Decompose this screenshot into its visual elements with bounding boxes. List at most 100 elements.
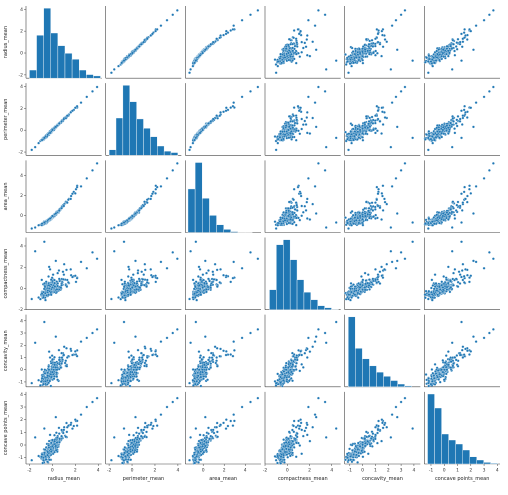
scatter-point — [440, 217, 443, 221]
scatter-point — [188, 148, 191, 152]
y-tick-label: 0 — [20, 213, 23, 219]
scatter-point — [453, 127, 456, 131]
scatter-point — [385, 40, 389, 44]
scatter-point — [199, 293, 203, 297]
panel-radius-mean-vs-area-mean — [185, 6, 261, 79]
y-tick-label: -2 — [19, 72, 24, 78]
scatter-point — [349, 287, 352, 291]
scatter-point — [305, 116, 309, 119]
scatter-point — [383, 34, 386, 37]
scatter-point — [196, 289, 200, 292]
scatter-point — [127, 267, 131, 271]
scatter-point — [222, 273, 225, 277]
scatter-point — [352, 138, 356, 142]
scatter-point — [120, 292, 124, 296]
scatter-point — [353, 293, 357, 297]
scatter-point — [357, 136, 361, 140]
scatter-point — [129, 293, 133, 297]
scatter-point — [301, 123, 305, 127]
scatter-point — [376, 109, 380, 113]
scatter-point — [394, 95, 398, 99]
panel-area-mean-vs-concave-points-mean — [423, 160, 500, 233]
scatter-point — [353, 52, 357, 56]
scatter-point — [62, 204, 66, 208]
scatter-point — [206, 285, 210, 289]
scatter-point — [194, 59, 198, 63]
scatter-point — [207, 45, 210, 48]
scatter-point — [273, 58, 277, 61]
scatter-point — [276, 137, 280, 141]
scatter-point — [429, 137, 433, 141]
scatter-point — [308, 54, 312, 58]
scatter-point — [191, 141, 195, 145]
scatter-point — [432, 61, 436, 65]
scatter-point — [435, 133, 439, 137]
scatter-point — [383, 267, 386, 271]
scatter-point — [347, 132, 351, 136]
scatter-point — [274, 148, 278, 152]
scatter-point — [293, 44, 297, 48]
scatter-point — [468, 187, 471, 191]
scatter-point — [198, 267, 202, 271]
scatter-point — [458, 204, 462, 208]
scatter-point — [56, 281, 60, 285]
scatter-point — [378, 42, 382, 46]
histogram-bar — [143, 128, 151, 156]
scatter-point — [373, 207, 377, 211]
scatter-point — [354, 126, 358, 130]
scatter-point — [357, 58, 361, 62]
scatter-point — [198, 131, 202, 135]
scatter-point — [37, 141, 40, 145]
scatter-point — [491, 8, 495, 12]
panel-compactness-mean-vs-compactness-mean — [264, 237, 341, 310]
scatter-point — [219, 110, 222, 114]
scatter-point — [120, 61, 124, 65]
scatter-point — [364, 218, 368, 222]
scatter-point — [434, 59, 438, 62]
scatter-point — [133, 281, 136, 285]
scatter-point — [154, 280, 158, 284]
scatter-point — [367, 52, 371, 56]
scatter-point — [188, 71, 191, 75]
scatter-point — [361, 50, 364, 54]
scatter-point — [193, 295, 197, 299]
scatter-point — [381, 45, 385, 49]
scatter-point — [189, 145, 192, 149]
scatter-point — [367, 122, 370, 126]
scatter-point — [304, 209, 308, 212]
scatter-point — [311, 40, 315, 44]
scatter-point — [44, 298, 47, 302]
scatter-point — [289, 120, 292, 123]
scatter-point — [284, 124, 288, 128]
scatter-point — [364, 37, 368, 41]
scatter-point — [289, 131, 292, 135]
scatter-point — [361, 283, 364, 287]
scatter-point — [374, 114, 377, 118]
scatter-point — [435, 213, 439, 217]
scatter-point — [224, 109, 228, 113]
scatter-point — [303, 204, 307, 208]
scatter-point — [324, 226, 328, 229]
scatter-point — [151, 32, 154, 36]
scatter-point — [126, 275, 130, 278]
scatter-point — [431, 141, 435, 145]
scatter-point — [376, 275, 380, 279]
scatter-point — [57, 277, 61, 281]
scatter-point — [454, 45, 458, 48]
scatter-point — [48, 131, 52, 135]
scatter-point — [380, 54, 383, 58]
scatter-point — [95, 257, 99, 261]
scatter-point — [295, 52, 298, 56]
scatter-point — [145, 281, 149, 284]
scatter-point — [249, 89, 252, 93]
scatter-point — [432, 132, 436, 136]
scatter-point — [403, 257, 407, 261]
scatter-point — [229, 280, 233, 284]
scatter-point — [354, 289, 358, 292]
scatter-point — [43, 285, 47, 289]
scatter-point — [284, 211, 288, 214]
y-axis-label-perimeter-mean: perimeter_mean — [3, 99, 9, 140]
scatter-point — [40, 222, 44, 226]
scatter-point — [374, 217, 377, 220]
scatter-point — [450, 210, 454, 214]
